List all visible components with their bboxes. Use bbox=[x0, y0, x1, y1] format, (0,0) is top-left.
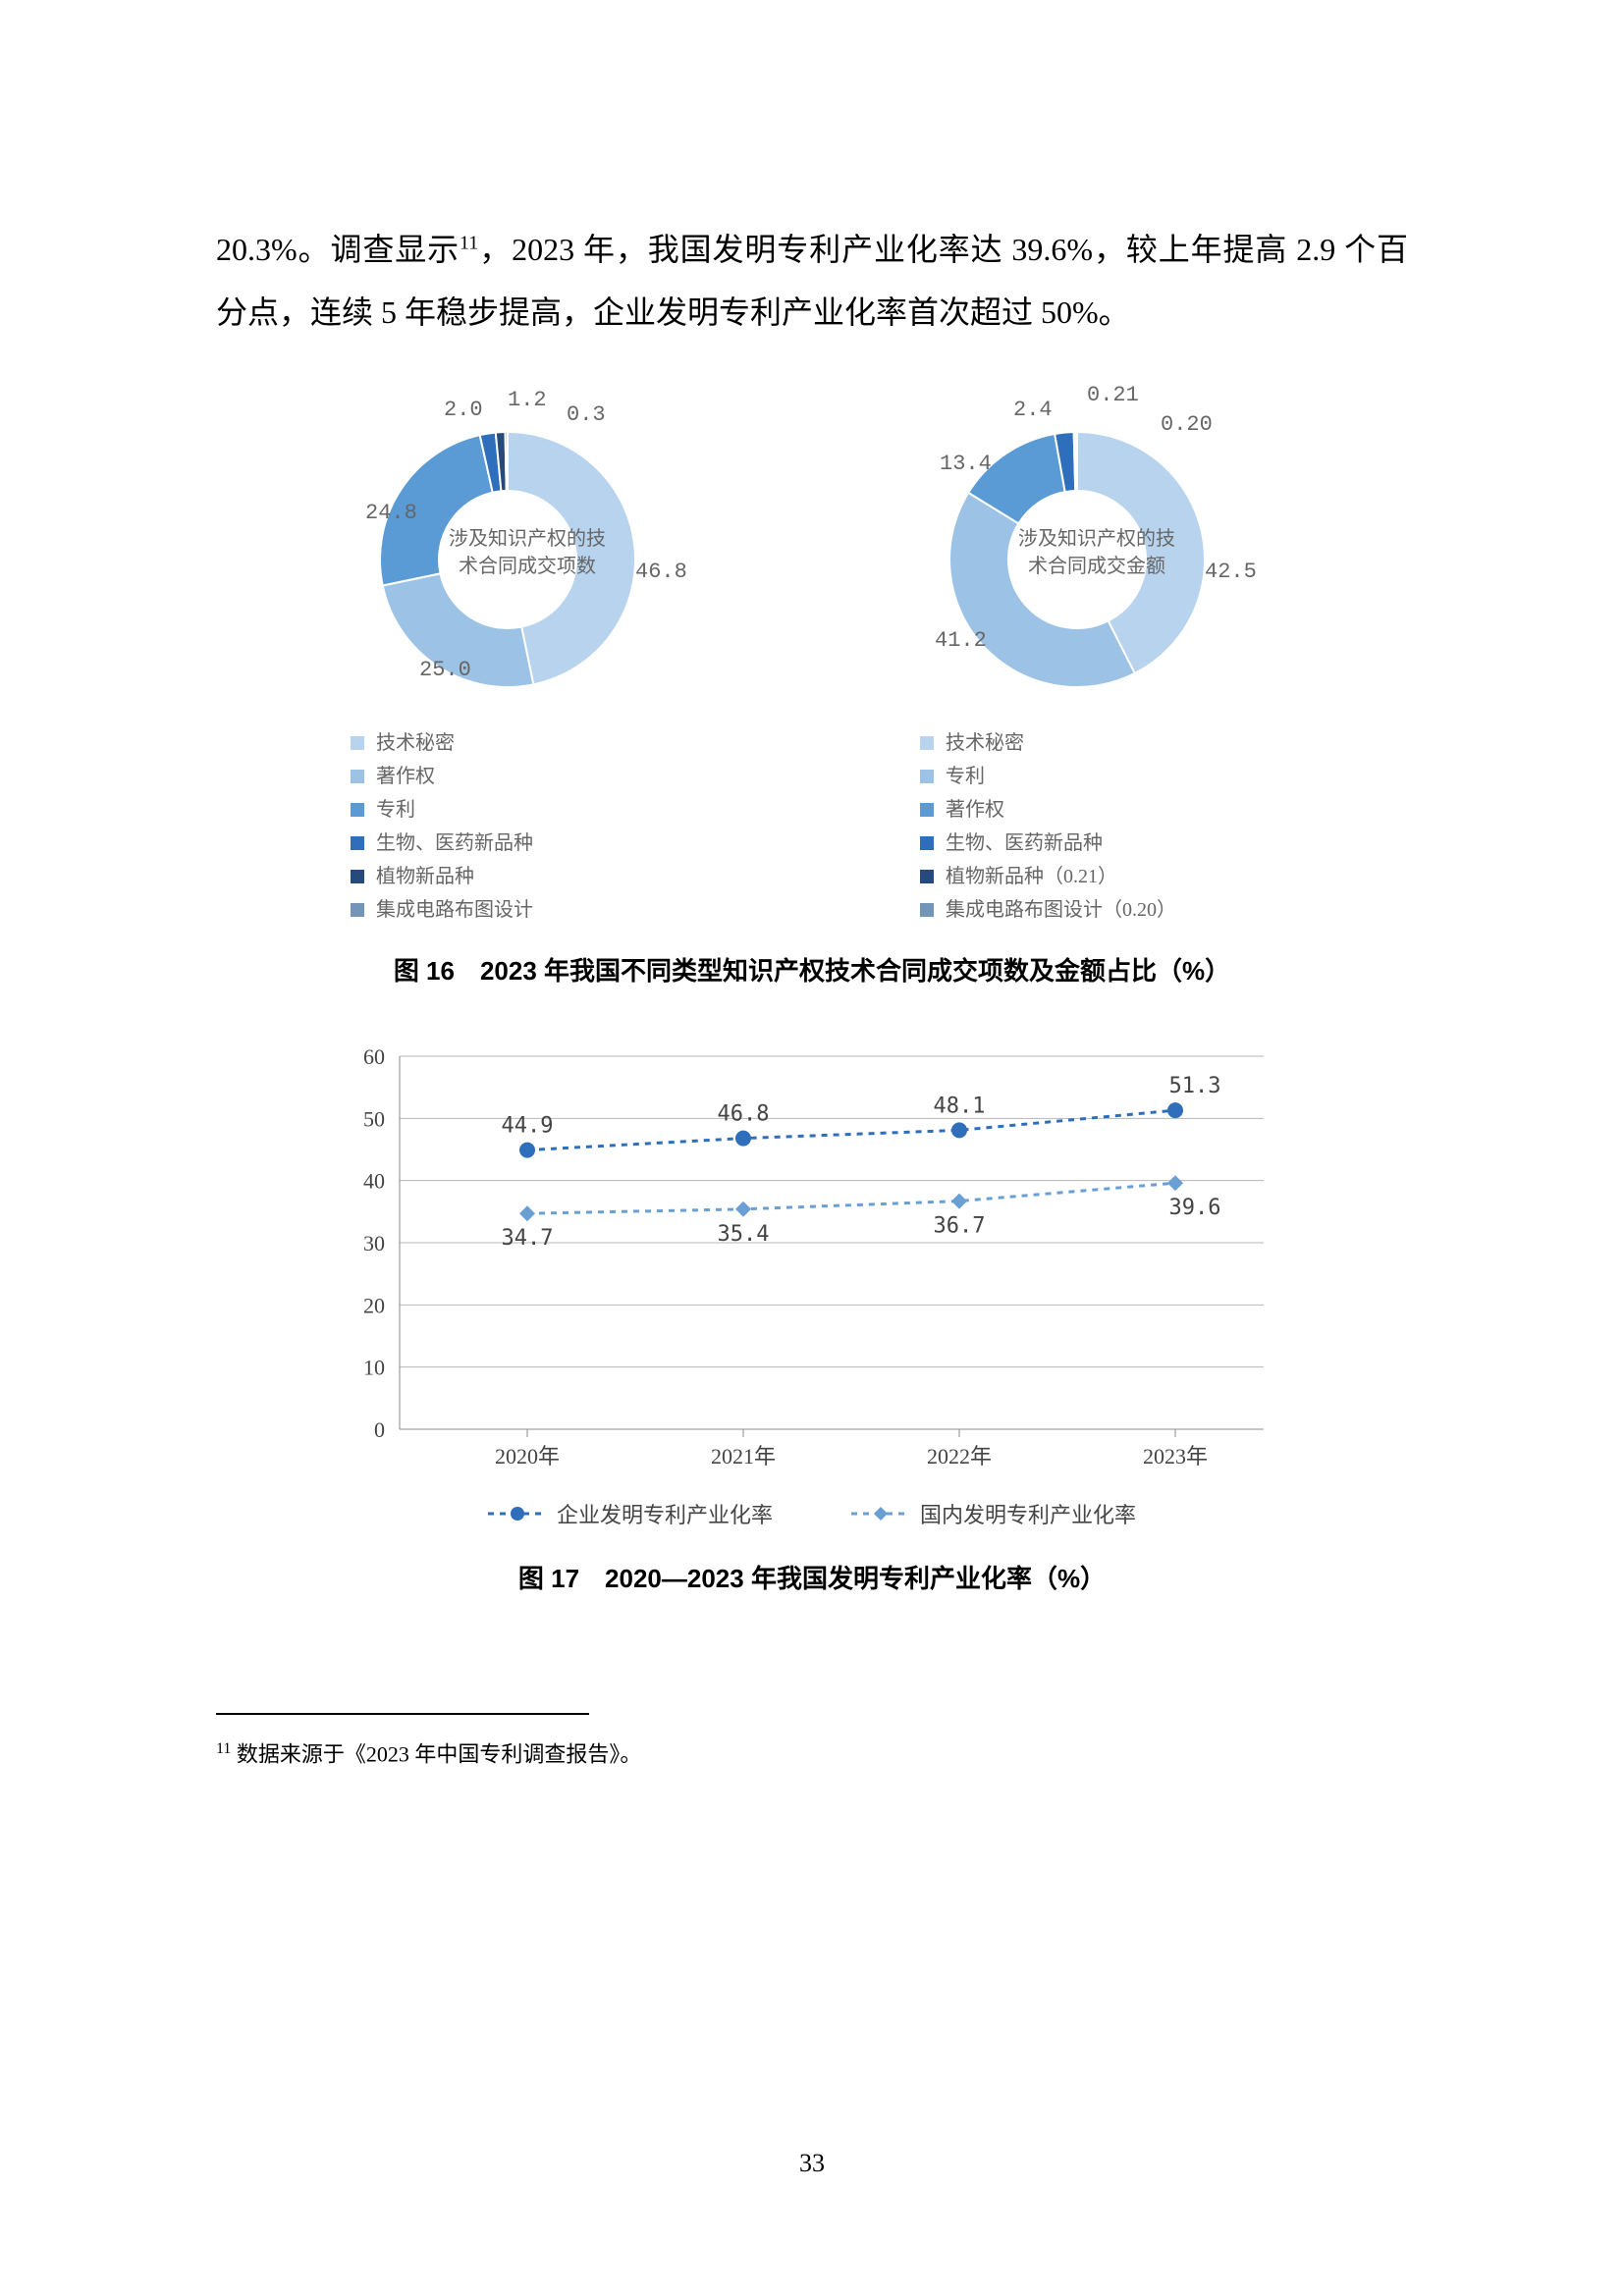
line-chart-legend: 企业发明专利产业化率 国内发明专利产业化率 bbox=[321, 1498, 1303, 1529]
footnote-ref: 11 bbox=[216, 1740, 231, 1757]
svg-text:2022年: 2022年 bbox=[927, 1444, 992, 1468]
legend-swatch bbox=[920, 836, 934, 850]
legend-item: 生物、医药新品种 bbox=[351, 827, 704, 860]
legend-swatch bbox=[351, 736, 364, 750]
donut-value-label: 0.21 bbox=[1087, 383, 1139, 407]
legend-item: 集成电路布图设计（0.20） bbox=[920, 893, 1273, 927]
donut-value-label: 25.0 bbox=[419, 658, 471, 682]
svg-text:34.7: 34.7 bbox=[502, 1226, 554, 1251]
legend-label: 技术秘密 bbox=[376, 726, 455, 760]
footnote: 11 数据来源于《2023 年中国专利调查报告》。 bbox=[216, 1736, 1408, 1772]
donut-value-label: 24.8 bbox=[365, 501, 417, 525]
donut-value-label: 1.2 bbox=[508, 388, 547, 412]
legend-swatch bbox=[920, 770, 934, 783]
footnote-text: 数据来源于《2023 年中国专利调查报告》。 bbox=[237, 1741, 642, 1766]
line-legend-item: 国内发明专利产业化率 bbox=[851, 1498, 1136, 1529]
legend-swatch bbox=[351, 836, 364, 850]
legend-label: 集成电路布图设计 bbox=[376, 893, 533, 927]
line-chart-svg: 0 10 20 30 40 50 60 2020年 2021年 2022年 2023年 44.9 46.… bbox=[321, 1037, 1303, 1488]
line-legend-label: 国内发明专利产业化率 bbox=[920, 1498, 1136, 1529]
legend-label: 植物新品种 bbox=[376, 860, 474, 893]
line-legend-item: 企业发明专利产业化率 bbox=[488, 1498, 773, 1529]
legend-item: 集成电路布图设计 bbox=[351, 893, 704, 927]
line-legend-label: 企业发明专利产业化率 bbox=[557, 1498, 773, 1529]
donut-value-label: 2.0 bbox=[444, 398, 483, 422]
legend-swatch bbox=[920, 736, 934, 750]
svg-text:0: 0 bbox=[374, 1417, 385, 1442]
legend-label: 植物新品种（0.21） bbox=[946, 860, 1117, 893]
legend-item: 专利 bbox=[351, 793, 704, 827]
svg-text:48.1: 48.1 bbox=[934, 1094, 986, 1118]
svg-text:10: 10 bbox=[363, 1356, 385, 1380]
legend-label: 专利 bbox=[946, 760, 985, 793]
donut-value-label: 2.4 bbox=[1013, 398, 1053, 422]
donut-left-block: 涉及知识产权的技术合同成交项数 46.8 25.0 24.8 2.0 1.2 0.3 技术… bbox=[272, 373, 783, 927]
donut-right-chart: 涉及知识产权的技术合同成交金额 42.5 41.2 13.4 2.4 0.21 0.20 bbox=[881, 373, 1313, 726]
donut-left-legend: 技术秘密著作权专利生物、医药新品种植物新品种集成电路布图设计 bbox=[351, 726, 704, 927]
svg-text:20: 20 bbox=[363, 1293, 385, 1317]
legend-item: 技术秘密 bbox=[351, 726, 704, 760]
donut-value-label: 0.3 bbox=[567, 402, 606, 427]
svg-text:40: 40 bbox=[363, 1169, 385, 1194]
legend-item: 技术秘密 bbox=[920, 726, 1273, 760]
footnote-rule bbox=[216, 1713, 589, 1715]
svg-text:35.4: 35.4 bbox=[718, 1222, 770, 1247]
legend-swatch bbox=[351, 870, 364, 883]
svg-text:36.7: 36.7 bbox=[934, 1214, 986, 1239]
svg-text:30: 30 bbox=[363, 1231, 385, 1255]
legend-swatch bbox=[920, 870, 934, 883]
svg-text:46.8: 46.8 bbox=[718, 1102, 770, 1127]
legend-label: 技术秘密 bbox=[946, 726, 1024, 760]
donut-value-label: 13.4 bbox=[940, 452, 992, 476]
legend-label: 专利 bbox=[376, 793, 415, 827]
svg-text:39.6: 39.6 bbox=[1169, 1196, 1221, 1220]
donut-right-block: 涉及知识产权的技术合同成交金额 42.541.213.42.40.210.20 … bbox=[841, 373, 1352, 927]
donut-right-center-label: 涉及知识产权的技术合同成交金额 bbox=[1018, 525, 1175, 580]
legend-label: 生物、医药新品种 bbox=[376, 827, 533, 860]
svg-text:50: 50 bbox=[363, 1106, 385, 1131]
legend-label: 集成电路布图设计（0.20） bbox=[946, 893, 1176, 927]
legend-item: 植物新品种 bbox=[351, 860, 704, 893]
page-number: 33 bbox=[0, 2149, 1624, 2178]
donut-value-label: 46.8 bbox=[635, 560, 687, 584]
donut-left-center-label: 涉及知识产权的技术合同成交项数 bbox=[449, 525, 606, 580]
svg-text:2020年: 2020年 bbox=[495, 1444, 560, 1468]
donut-left-chart: 涉及知识产权的技术合同成交项数 46.8 25.0 24.8 2.0 1.2 0.3 bbox=[311, 373, 743, 726]
donut-value-label: 0.20 bbox=[1161, 412, 1213, 437]
donut-value-label: 42.5 bbox=[1205, 560, 1257, 584]
document-page: 20.3%。调查显示11，2023 年，我国发明专利产业化率达 39.6%，较上… bbox=[0, 0, 1624, 2296]
donut-value-label: 41.2 bbox=[935, 628, 987, 653]
legend-item: 植物新品种（0.21） bbox=[920, 860, 1273, 893]
legend-item: 生物、医药新品种 bbox=[920, 827, 1273, 860]
figure-17-caption: 图 17 2020—2023 年我国发明专利产业化率（%） bbox=[216, 1559, 1408, 1595]
legend-item: 著作权 bbox=[920, 793, 1273, 827]
figure-16-caption: 图 16 2023 年我国不同类型知识产权技术合同成交项数及金额占比（%） bbox=[216, 951, 1408, 988]
legend-label: 著作权 bbox=[946, 793, 1004, 827]
body-paragraph: 20.3%。调查显示11，2023 年，我国发明专利产业化率达 39.6%，较上… bbox=[216, 218, 1408, 344]
legend-label: 生物、医药新品种 bbox=[946, 827, 1103, 860]
legend-item: 专利 bbox=[920, 760, 1273, 793]
svg-text:2021年: 2021年 bbox=[711, 1444, 776, 1468]
donut-right-legend: 技术秘密专利著作权生物、医药新品种植物新品种（0.21）集成电路布图设计（0.2… bbox=[920, 726, 1273, 927]
legend-swatch bbox=[920, 903, 934, 917]
legend-swatch bbox=[920, 803, 934, 817]
svg-text:60: 60 bbox=[363, 1044, 385, 1069]
svg-text:2023年: 2023年 bbox=[1143, 1444, 1208, 1468]
svg-text:51.3: 51.3 bbox=[1169, 1074, 1221, 1098]
svg-text:44.9: 44.9 bbox=[502, 1114, 554, 1139]
legend-swatch bbox=[351, 770, 364, 783]
legend-item: 著作权 bbox=[351, 760, 704, 793]
legend-label: 著作权 bbox=[376, 760, 435, 793]
line-chart-block: 0 10 20 30 40 50 60 2020年 2021年 2022年 2023年 44.9 46.… bbox=[321, 1037, 1303, 1529]
legend-swatch bbox=[351, 803, 364, 817]
donut-charts-row: 涉及知识产权的技术合同成交项数 46.8 25.0 24.8 2.0 1.2 0.3 技术… bbox=[216, 373, 1408, 927]
legend-swatch bbox=[351, 903, 364, 917]
